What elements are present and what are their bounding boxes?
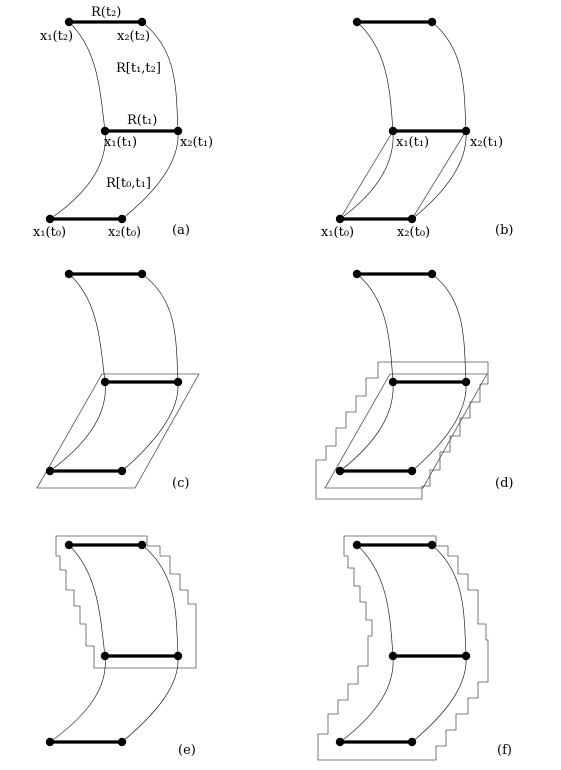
- point-x1-t1: [100, 651, 110, 661]
- point-x2-t1: [461, 377, 471, 387]
- point-x2-t2: [427, 540, 437, 550]
- parallelogram-region: [324, 373, 488, 489]
- point-x1-t2: [352, 17, 362, 27]
- point-x1-t1: [388, 377, 398, 387]
- panel-f: (f): [317, 535, 512, 761]
- label-x1-t0: x₁(t₀): [33, 225, 66, 240]
- label-x1-t0: x₁(t₀): [321, 225, 354, 240]
- point-x2-t0: [407, 466, 417, 476]
- staircase-cover: [55, 535, 197, 669]
- panel-b: x₁(t₁) x₂(t₁) x₁(t₀) x₂(t₀) (b): [321, 17, 513, 240]
- label-x2-t2: x₂(t₂): [117, 29, 150, 44]
- point-x1-t0: [335, 466, 345, 476]
- point-x2-t1: [461, 126, 471, 136]
- trajectory-x1: [49, 21, 106, 220]
- parallelogram-region: [36, 373, 200, 489]
- hull-line: [411, 130, 467, 220]
- label-R-t1-t2: R[t₁,t₂]: [116, 61, 161, 76]
- label-x1-t1: x₁(t₁): [396, 135, 429, 150]
- point-x1-t2: [64, 269, 74, 279]
- point-x2-t2: [427, 269, 437, 279]
- point-x2-t0: [117, 737, 127, 747]
- point-x1-t1: [100, 126, 110, 136]
- panel-d: (d): [315, 269, 513, 500]
- label-R-t1: R(t₁): [127, 113, 157, 128]
- trajectory-x1: [339, 544, 394, 743]
- point-x1-t0: [45, 466, 55, 476]
- point-x2-t0: [117, 214, 127, 224]
- point-x1-t0: [335, 214, 345, 224]
- point-x2-t1: [461, 651, 471, 661]
- staircase-cover: [315, 361, 489, 500]
- label-x1-t1: x₁(t₁): [104, 135, 137, 150]
- trajectory-x1: [49, 273, 106, 472]
- panel-a: R(t₂) x₁(t₂) x₂(t₂) R[t₁,t₂] R(t₁) x₁(t₁…: [33, 5, 213, 240]
- trajectory-x2: [121, 544, 179, 743]
- point-x2-t2: [427, 17, 437, 27]
- point-x1-t0: [45, 737, 55, 747]
- panel-label-a: (a): [172, 223, 190, 238]
- panel-label-d: (d): [495, 476, 513, 491]
- panel-label-b: (b): [495, 223, 513, 238]
- point-x2-t1: [173, 651, 183, 661]
- panel-c: (c): [36, 269, 200, 491]
- trajectory-x2: [121, 273, 179, 472]
- trajectory-x2: [411, 21, 467, 220]
- trajectory-x1: [339, 21, 394, 220]
- point-x2-t1: [173, 377, 183, 387]
- panel-label-c: (c): [172, 476, 189, 491]
- staircase-cover: [317, 535, 489, 761]
- point-x1-t0: [45, 214, 55, 224]
- point-x2-t2: [137, 269, 147, 279]
- point-x2-t2: [137, 540, 147, 550]
- trajectory-x2: [411, 544, 467, 743]
- label-x1-t2: x₁(t₂): [40, 29, 73, 44]
- point-x2-t0: [117, 466, 127, 476]
- point-x2-t0: [407, 737, 417, 747]
- point-x2-t0: [407, 214, 417, 224]
- point-x1-t2: [352, 269, 362, 279]
- point-x1-t2: [64, 17, 74, 27]
- label-x2-t0: x₂(t₀): [397, 225, 430, 240]
- label-R-t2: R(t₂): [91, 5, 121, 20]
- label-x2-t1: x₂(t₁): [180, 135, 213, 150]
- panel-e: (e): [45, 535, 197, 758]
- label-x2-t0: x₂(t₀): [108, 225, 141, 240]
- panel-label-e: (e): [178, 743, 196, 758]
- point-x1-t2: [64, 540, 74, 550]
- point-x1-t0: [335, 737, 345, 747]
- point-x1-t1: [388, 651, 398, 661]
- label-x2-t1: x₂(t₁): [470, 135, 503, 150]
- trajectory-x1: [49, 544, 106, 743]
- panel-label-f: (f): [497, 743, 512, 758]
- point-x2-t2: [137, 17, 147, 27]
- point-x1-t2: [352, 540, 362, 550]
- hull-line: [339, 130, 394, 220]
- trajectory-x2: [411, 273, 467, 472]
- point-x1-t1: [388, 126, 398, 136]
- point-x1-t1: [100, 377, 110, 387]
- point-x2-t1: [173, 126, 183, 136]
- trajectory-x1: [339, 273, 394, 472]
- label-R-t0-t1: R[t₀,t₁]: [106, 176, 151, 191]
